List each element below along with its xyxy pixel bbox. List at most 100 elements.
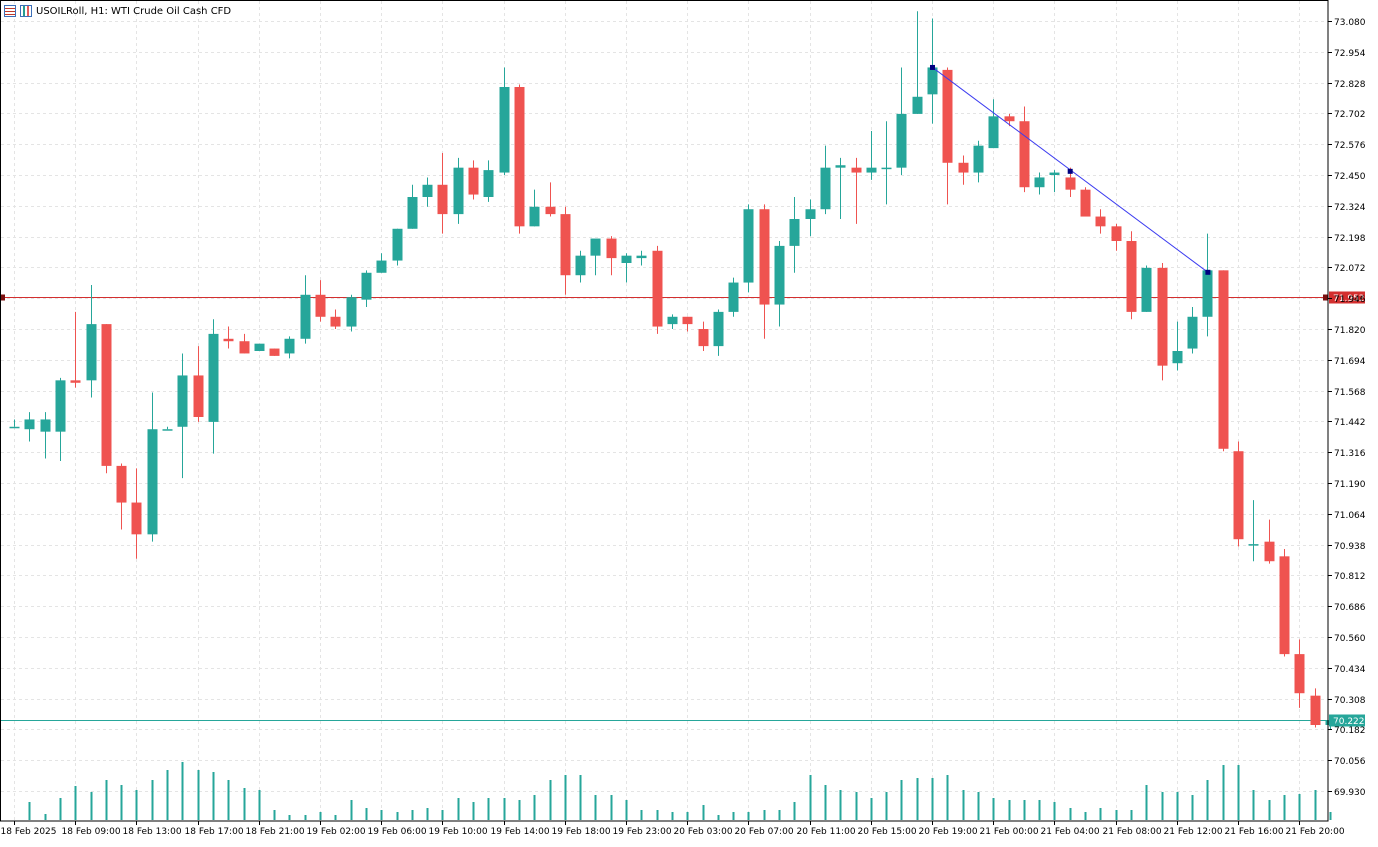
candle-bull xyxy=(361,270,372,307)
current-price-line-tag-label: 70.222 xyxy=(1333,717,1365,727)
candle-bear xyxy=(1004,113,1015,127)
x-tick-label: 18 Feb 17:00 xyxy=(185,827,244,837)
candle-body xyxy=(1111,226,1122,241)
candle-body xyxy=(147,429,158,535)
list-icon[interactable] xyxy=(4,5,16,17)
candle-bull xyxy=(575,250,586,283)
candle-body xyxy=(698,329,709,347)
horizontal-lines: 71.952 70.222 xyxy=(0,291,1365,727)
candle-body xyxy=(269,348,280,356)
candle-body xyxy=(1248,544,1259,546)
candle-bull xyxy=(529,189,540,227)
candle-body xyxy=(177,375,188,427)
y-tick-label: 70.938 xyxy=(1334,542,1366,552)
candle-body xyxy=(101,324,112,466)
candle-body xyxy=(223,338,234,342)
x-tick-label: 20 Feb 07:00 xyxy=(735,827,794,837)
candle-bear xyxy=(468,160,479,200)
candle-body xyxy=(116,465,127,503)
candle-body xyxy=(468,167,479,195)
candle-bull xyxy=(1049,170,1060,193)
level-line-tag xyxy=(1329,291,1365,304)
candle-body xyxy=(881,167,892,170)
y-tick-label: 70.812 xyxy=(1334,572,1366,582)
candle-bull xyxy=(1187,307,1198,354)
candle-bull xyxy=(392,228,403,266)
candle-body xyxy=(820,167,831,210)
x-tick-label: 21 Feb 04:00 xyxy=(1041,827,1100,837)
y-tick-label: 70.308 xyxy=(1334,696,1366,706)
candle-bear xyxy=(958,155,969,185)
candle-bear xyxy=(70,311,81,388)
candle-bull xyxy=(499,67,510,175)
chart-bars-icon[interactable] xyxy=(20,5,32,17)
y-tick-label: 73.080 xyxy=(1334,18,1366,28)
candle-body xyxy=(499,87,510,173)
y-tick-label: 70.434 xyxy=(1334,665,1366,675)
candle-body xyxy=(590,238,601,256)
candle-body xyxy=(1157,267,1168,366)
y-tick-label: 71.820 xyxy=(1334,326,1366,336)
y-tick-label: 70.182 xyxy=(1334,726,1366,736)
current-price-line-tag xyxy=(1329,714,1365,727)
candle-body xyxy=(24,419,35,430)
candle-bear xyxy=(1310,688,1321,728)
x-tick-label: 19 Feb 10:00 xyxy=(429,827,488,837)
candle-bull xyxy=(284,336,295,359)
candle-body xyxy=(315,294,326,317)
candle-body xyxy=(1049,172,1060,175)
candle-bear xyxy=(698,321,709,351)
y-tick-label: 72.450 xyxy=(1334,172,1366,182)
y-tick-label: 72.576 xyxy=(1334,141,1366,151)
candle-bear xyxy=(437,153,448,234)
candle-body xyxy=(713,311,724,347)
candle-bull xyxy=(590,238,601,276)
candle-bear xyxy=(1019,106,1030,193)
candle-bear xyxy=(1264,519,1275,564)
candle-body xyxy=(575,255,586,276)
y-tick-label: 71.316 xyxy=(1334,449,1366,459)
candle-bull xyxy=(835,157,846,219)
candle-body xyxy=(70,380,81,383)
candle-body xyxy=(55,380,66,432)
candle-body xyxy=(958,162,969,173)
candle-bull xyxy=(1325,717,1336,730)
y-tick-label: 71.946 xyxy=(1334,295,1366,305)
candle-bear xyxy=(239,333,250,354)
x-tick-label: 19 Feb 23:00 xyxy=(613,827,672,837)
candles xyxy=(9,11,1336,730)
candle-body xyxy=(422,184,433,197)
y-tick-label: 71.064 xyxy=(1334,511,1366,521)
candle-bull xyxy=(40,412,51,459)
candle-bull xyxy=(774,241,785,327)
candle-bull xyxy=(1202,233,1213,337)
y-tick-label: 70.686 xyxy=(1334,603,1366,613)
candle-body xyxy=(1172,351,1183,364)
candle-bull xyxy=(208,319,219,454)
candle-body xyxy=(86,324,97,381)
candle-body xyxy=(560,214,571,276)
candle-body xyxy=(1126,241,1137,312)
candle-body xyxy=(529,206,540,227)
candle-bear xyxy=(606,236,617,276)
volume-bars xyxy=(28,762,1332,820)
candle-body xyxy=(131,502,142,535)
candle-bull xyxy=(453,157,464,224)
x-tick-label: 20 Feb 15:00 xyxy=(858,827,917,837)
x-tick-label: 21 Feb 12:00 xyxy=(1164,827,1223,837)
candle-bull xyxy=(636,250,647,266)
candle-bull xyxy=(300,275,311,344)
candle-bull xyxy=(1034,172,1045,195)
candle-body xyxy=(1187,316,1198,349)
x-tick-label: 21 Feb 20:00 xyxy=(1286,827,1345,837)
candle-body xyxy=(743,209,754,283)
candle-body xyxy=(545,206,556,215)
candle-bear xyxy=(223,326,234,349)
candle-bear xyxy=(315,280,326,322)
candle-bull xyxy=(1172,321,1183,371)
trendline[interactable] xyxy=(930,64,1211,275)
candle-bull xyxy=(912,11,923,114)
candle-body xyxy=(805,209,816,219)
